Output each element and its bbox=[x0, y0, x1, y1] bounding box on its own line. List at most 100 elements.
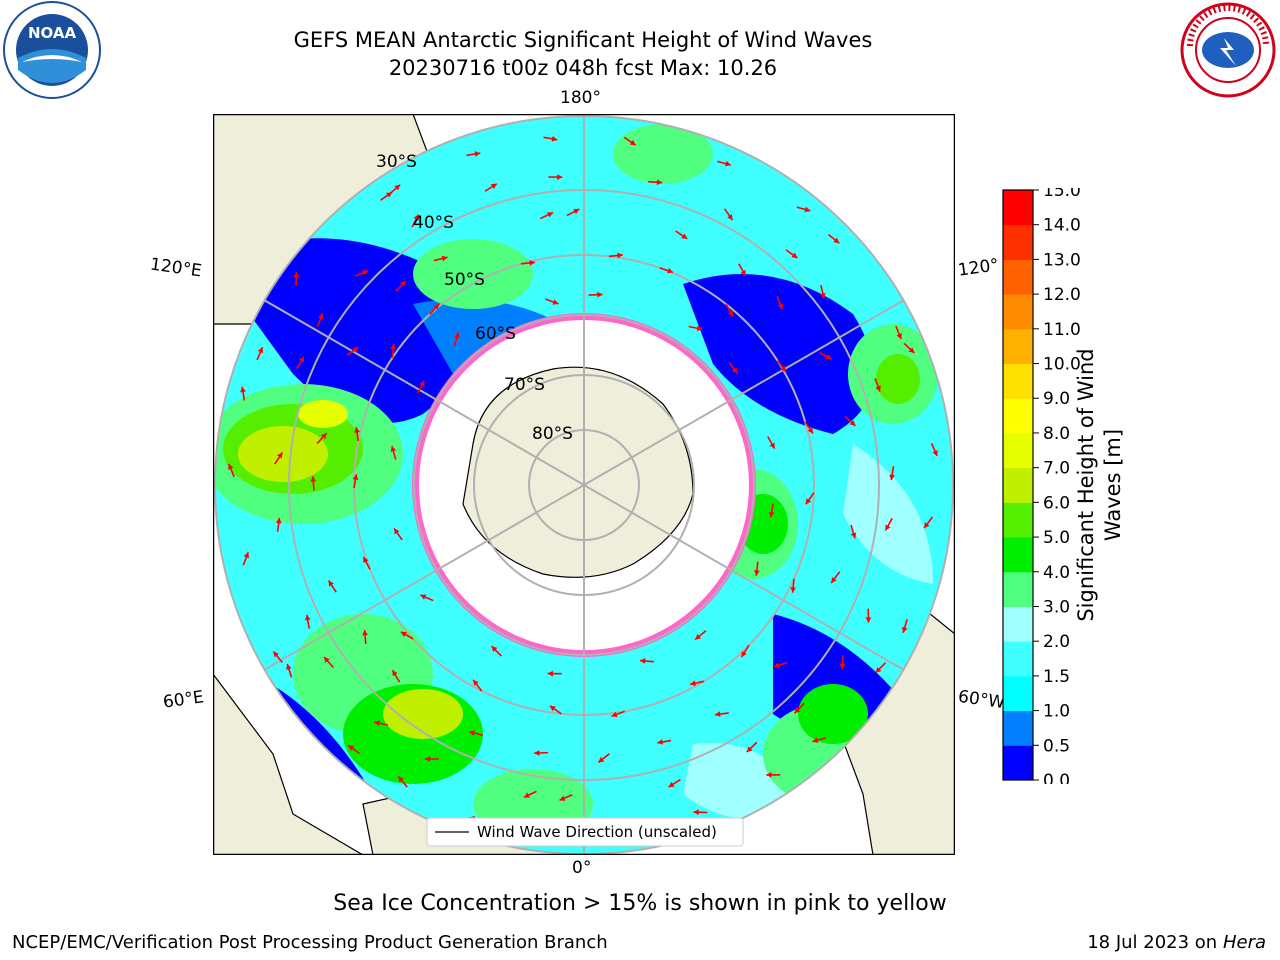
wind-arrow bbox=[429, 303, 440, 315]
wind-arrow bbox=[354, 270, 369, 277]
wind-arrow bbox=[466, 151, 481, 157]
wind-arrow bbox=[884, 517, 893, 531]
lat-label-50s: 50°S bbox=[444, 270, 485, 290]
wind-arrow bbox=[362, 556, 371, 570]
wind-arrow bbox=[472, 679, 483, 692]
wind-arrow bbox=[549, 705, 562, 715]
colorbar-segment bbox=[1003, 675, 1033, 712]
colorbar-tick-label: 6.0 bbox=[1043, 493, 1070, 513]
colorbar-tick-label: 2.0 bbox=[1043, 632, 1070, 652]
wind-arrow bbox=[773, 661, 788, 668]
wind-arrow bbox=[865, 608, 872, 623]
wind-arrow bbox=[820, 284, 826, 299]
wind-arrow bbox=[391, 669, 401, 683]
lon-label-60w: 60°W bbox=[956, 686, 1007, 714]
wind-arrow bbox=[818, 351, 832, 361]
wind-arrow bbox=[776, 360, 787, 373]
wind-arrow bbox=[275, 517, 282, 532]
footer-right: 18 Jul 2023 on Hera bbox=[1087, 932, 1266, 954]
colorbar-tick-label: 1.5 bbox=[1043, 667, 1070, 687]
sea-ice-note: Sea Ice Concentration > 15% is shown in … bbox=[333, 891, 947, 916]
noaa-logo-text: NOAA bbox=[28, 24, 77, 42]
wind-arrow bbox=[776, 296, 784, 310]
wind-arrow bbox=[286, 663, 293, 678]
wind-arrow bbox=[256, 346, 264, 361]
colorbar-frame bbox=[1002, 189, 1034, 781]
wind-arrow bbox=[714, 711, 729, 717]
wind-arrow bbox=[812, 737, 827, 743]
colorbar-tick-label: 13.0 bbox=[1043, 250, 1081, 270]
colorbar-tick-label: 12.0 bbox=[1043, 285, 1081, 305]
wind-arrow bbox=[597, 753, 610, 764]
colorbar-segment bbox=[1003, 710, 1033, 746]
wind-arrow bbox=[827, 233, 840, 244]
colorbar-segment bbox=[1003, 537, 1033, 573]
wind-arrow bbox=[240, 386, 246, 401]
africa-land bbox=[213, 673, 365, 855]
wind-arrow bbox=[844, 415, 857, 427]
wind-arrow bbox=[545, 298, 559, 305]
wind-arrow bbox=[316, 432, 328, 444]
lon-label-120w: 120° bbox=[956, 255, 1001, 281]
wind-arrow bbox=[323, 656, 334, 669]
wind-arrow bbox=[874, 378, 881, 392]
wind-arrow bbox=[362, 629, 368, 645]
wind-arrow bbox=[830, 571, 841, 584]
colorbar-segment bbox=[1003, 294, 1033, 330]
wind-arrow bbox=[675, 230, 688, 240]
wind-arrow bbox=[242, 551, 250, 566]
wind-arrow bbox=[693, 809, 708, 816]
wind-arrow bbox=[740, 644, 750, 658]
wind-arrow bbox=[272, 651, 283, 663]
colorbar-tick-label: 10.0 bbox=[1043, 355, 1081, 375]
colorbar-segment bbox=[1003, 571, 1033, 607]
wind-arrow bbox=[875, 662, 887, 674]
colorbar-tick-label: 15.0 bbox=[1043, 188, 1081, 201]
wind-arrow bbox=[688, 325, 703, 332]
wind-arrow bbox=[850, 524, 857, 539]
wind-arrow bbox=[346, 346, 360, 356]
wind-arrow bbox=[347, 744, 360, 755]
colorbar: 0.0 0.5 1.0 1.5 2.0 3.0 4.0 5.0 6.0 7.0 8.0 9.0 10.0… bbox=[1002, 181, 1132, 791]
lat-label-40s: 40°S bbox=[413, 213, 454, 233]
colorbar-label-line1: Significant Height of Wind bbox=[1074, 348, 1098, 622]
colorbar-tick-label: 0.5 bbox=[1043, 736, 1070, 756]
nws-logo bbox=[1176, 0, 1280, 100]
wind-arrow bbox=[746, 741, 758, 753]
wind-arrow bbox=[738, 263, 747, 277]
wind-arrow bbox=[785, 249, 798, 259]
graticule bbox=[214, 114, 954, 855]
colorbar-segment bbox=[1003, 432, 1033, 469]
wind-arrow bbox=[588, 291, 603, 298]
wind-arrow bbox=[389, 184, 401, 195]
legend: Wind Wave Direction (unscaled) bbox=[426, 817, 744, 847]
wind-arrow bbox=[327, 580, 337, 593]
wind-arrow bbox=[766, 772, 781, 778]
wind-arrow bbox=[424, 756, 439, 762]
chart-subtitle: 20230716 t00z 048h fcst Max: 10.26 bbox=[388, 56, 778, 80]
colorbar-segment bbox=[1003, 606, 1033, 642]
wind-arrow bbox=[547, 670, 562, 677]
wind-arrow bbox=[930, 442, 938, 457]
colorbar-tick-label: 3.0 bbox=[1043, 597, 1070, 617]
colorbar-segment bbox=[1003, 224, 1033, 260]
wind-arrow bbox=[623, 136, 637, 146]
lon-label-180: 180° bbox=[560, 88, 601, 108]
wind-arrow bbox=[839, 655, 846, 670]
wind-arrow bbox=[767, 436, 776, 450]
colorbar-segment bbox=[1003, 745, 1033, 781]
wind-arrow bbox=[540, 211, 554, 220]
colorbar-segment bbox=[1003, 363, 1033, 399]
wind-arrow bbox=[397, 775, 408, 788]
colorbar-tick-label: 4.0 bbox=[1043, 563, 1070, 583]
colorbar-tick-label: 14.0 bbox=[1043, 216, 1081, 236]
wind-arrow bbox=[374, 720, 389, 727]
wind-arrow bbox=[717, 160, 732, 167]
wind-arrow bbox=[400, 631, 414, 640]
legend-label: Wind Wave Direction (unscaled) bbox=[477, 823, 717, 841]
wind-arrow bbox=[354, 427, 360, 442]
wind-arrow bbox=[559, 794, 573, 801]
wind-arrow bbox=[790, 578, 797, 593]
wind-arrow bbox=[468, 730, 483, 737]
colorbar-segment bbox=[1003, 398, 1033, 434]
